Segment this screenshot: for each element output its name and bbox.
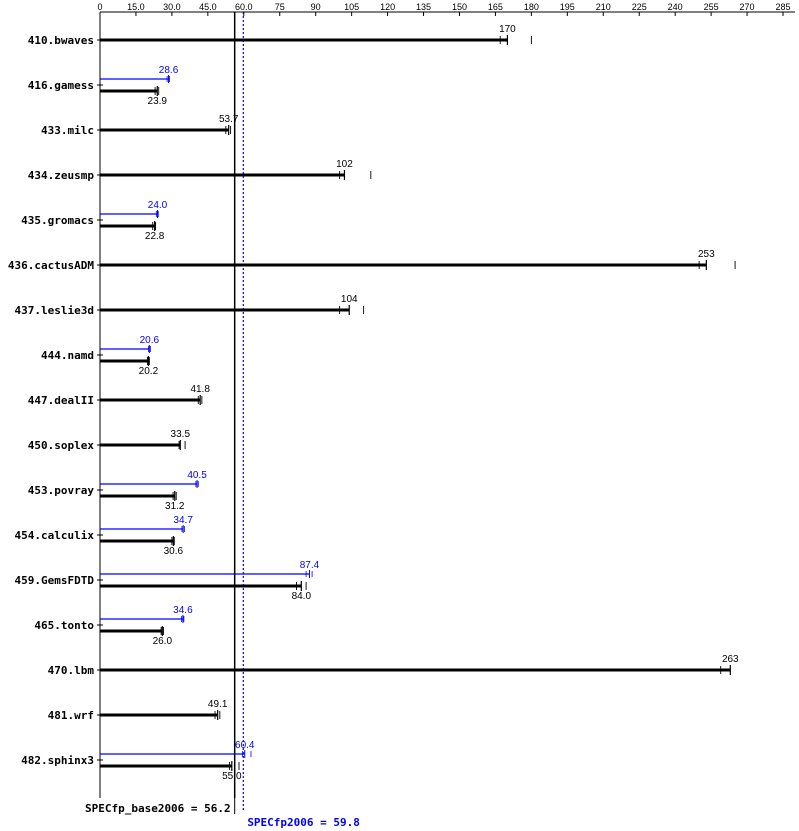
benchmark-label: 470.lbm bbox=[48, 664, 95, 677]
axis-tick-label: 195 bbox=[560, 2, 575, 12]
axis-tick-label: 15.0 bbox=[127, 2, 145, 12]
base-value: 49.1 bbox=[208, 699, 228, 710]
benchmark-label: 482.sphinx3 bbox=[21, 754, 94, 767]
base-value: 31.2 bbox=[165, 501, 185, 512]
base-value: 170 bbox=[499, 24, 516, 35]
benchmark-label: 459.GemsFDTD bbox=[15, 574, 95, 587]
axis-tick-label: 45.0 bbox=[199, 2, 217, 12]
base-value: 23.9 bbox=[148, 96, 168, 107]
base-value: 41.8 bbox=[190, 384, 210, 395]
base-value: 84.0 bbox=[292, 591, 312, 602]
base-value: 102 bbox=[336, 159, 353, 170]
peak-value: 20.6 bbox=[140, 335, 160, 346]
axis-tick-label: 150 bbox=[452, 2, 467, 12]
axis-tick-label: 210 bbox=[596, 2, 611, 12]
axis-tick-label: 135 bbox=[416, 2, 431, 12]
axis-tick-label: 0 bbox=[97, 2, 102, 12]
base-value: 55.0 bbox=[222, 771, 242, 782]
peak-value: 24.0 bbox=[148, 200, 168, 211]
benchmark-label: 410.bwaves bbox=[28, 34, 94, 47]
axis-tick-label: 60.0 bbox=[235, 2, 253, 12]
base-value: 263 bbox=[722, 654, 739, 665]
benchmark-label: 450.soplex bbox=[28, 439, 95, 452]
benchmark-label: 434.zeusmp bbox=[28, 169, 95, 182]
axis-tick-label: 90 bbox=[311, 2, 321, 12]
axis-tick-label: 285 bbox=[776, 2, 791, 12]
base-value: 20.2 bbox=[139, 366, 159, 377]
axis-tick-label: 105 bbox=[344, 2, 359, 12]
base-value: 104 bbox=[341, 294, 358, 305]
peak-summary-label: SPECfp2006 = 59.8 bbox=[247, 816, 360, 829]
base-value: 253 bbox=[698, 249, 715, 260]
peak-value: 34.7 bbox=[173, 515, 193, 526]
axis-tick-label: 255 bbox=[704, 2, 719, 12]
base-summary-label: SPECfp_base2006 = 56.2 bbox=[85, 802, 231, 815]
benchmark-label: 437.leslie3d bbox=[15, 304, 94, 317]
spec-chart: 0 15.0 30.0 45.0 60.0 75 90 105 120 135 150 165 180 1… bbox=[0, 0, 799, 831]
axis-tick-label: 165 bbox=[488, 2, 503, 12]
benchmark-label: 454.calculix bbox=[15, 529, 95, 542]
base-value: 26.0 bbox=[153, 636, 173, 647]
axis-tick-label: 270 bbox=[740, 2, 755, 12]
peak-value: 34.6 bbox=[173, 605, 193, 616]
axis-tick-label: 75 bbox=[275, 2, 285, 12]
axis-tick-label: 225 bbox=[632, 2, 647, 12]
axis-tick-label: 30.0 bbox=[163, 2, 181, 12]
peak-value: 28.6 bbox=[159, 65, 179, 76]
base-value: 53.7 bbox=[219, 114, 239, 125]
axis-tick-label: 240 bbox=[668, 2, 683, 12]
benchmark-label: 465.tonto bbox=[34, 619, 94, 632]
benchmark-label: 435.gromacs bbox=[21, 214, 94, 227]
benchmark-label: 447.dealII bbox=[28, 394, 94, 407]
peak-value: 87.4 bbox=[300, 560, 320, 571]
base-value: 22.8 bbox=[145, 231, 165, 242]
benchmark-label: 416.gamess bbox=[28, 79, 94, 92]
base-value: 30.6 bbox=[164, 546, 184, 557]
peak-value: 60.4 bbox=[235, 740, 255, 751]
benchmark-label: 444.namd bbox=[41, 349, 94, 362]
base-value: 33.5 bbox=[171, 429, 191, 440]
benchmark-label: 433.milc bbox=[41, 124, 94, 137]
peak-value: 40.5 bbox=[187, 470, 207, 481]
axis-tick-label: 120 bbox=[380, 2, 395, 12]
benchmark-label: 436.cactusADM bbox=[8, 259, 94, 272]
benchmark-label: 481.wrf bbox=[48, 709, 94, 722]
axis-tick-label: 180 bbox=[524, 2, 539, 12]
benchmark-label: 453.povray bbox=[28, 484, 95, 497]
